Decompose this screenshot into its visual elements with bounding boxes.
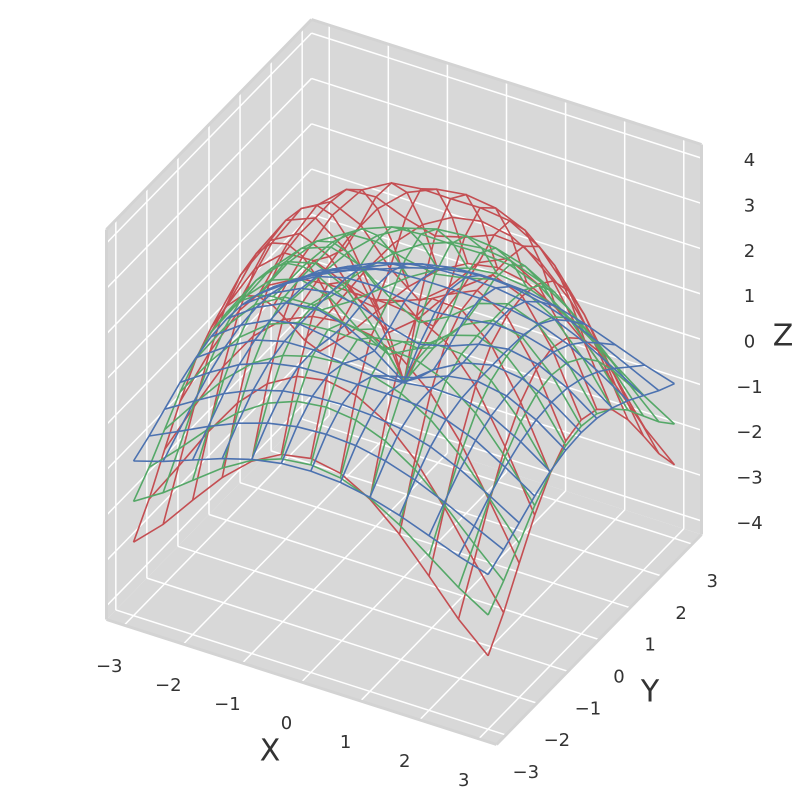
x-tick-label: 3 [458, 770, 469, 791]
wire-column [162, 269, 350, 462]
grid-line [177, 545, 569, 673]
z-tick-label: 2 [744, 241, 755, 262]
y-axis-label: Y [640, 675, 660, 710]
wire-column [487, 408, 675, 657]
wire-column [487, 382, 675, 576]
wire-column [280, 187, 469, 455]
grid-line [105, 213, 313, 426]
wire-column [280, 266, 468, 464]
x-tick-label: 2 [399, 751, 410, 772]
y-tick-label: 0 [613, 667, 624, 688]
y-tick-label: 2 [675, 603, 686, 624]
y-tick-label: −3 [513, 762, 540, 783]
wire-column [339, 285, 527, 483]
y-tick-label: −2 [544, 730, 571, 751]
grid-line [105, 77, 313, 289]
grid-line [105, 168, 313, 380]
x-tick-label: 1 [340, 732, 351, 753]
x-tick-label: −1 [214, 694, 241, 715]
wire-column [250, 181, 439, 462]
wire-column [428, 341, 616, 537]
axis-line [311, 18, 702, 146]
wire-column [369, 219, 558, 500]
z-tick-label: 1 [744, 286, 755, 307]
axis-line [105, 18, 313, 231]
axis-line [495, 533, 703, 746]
z-tick-label: 0 [744, 332, 755, 353]
grid-line [105, 32, 313, 244]
wire-column [191, 204, 380, 501]
grid-line [311, 259, 702, 386]
grid-line [105, 123, 313, 335]
wire-column [191, 265, 380, 461]
z-tick-label: −1 [736, 377, 763, 398]
wire-column [398, 245, 587, 535]
wire-column [280, 228, 469, 460]
wire-column [250, 226, 439, 461]
wire-column [369, 263, 557, 499]
grid-line [311, 77, 702, 205]
wire-column [398, 284, 587, 526]
z-tick-label: 4 [744, 150, 755, 171]
grid-line [311, 349, 702, 477]
grid-line [105, 395, 313, 607]
wire-column [162, 242, 351, 525]
y-tick-label: 1 [644, 635, 655, 656]
y-tick-label: 3 [706, 571, 717, 592]
grid-line [311, 123, 702, 250]
z-axis-label: Z [773, 319, 794, 354]
wire-column [457, 364, 645, 557]
wire-column [191, 240, 380, 481]
z-tick-label: 3 [744, 195, 755, 216]
z-tick-label: −3 [736, 468, 763, 489]
axis-line [106, 618, 497, 746]
grid-line [115, 609, 507, 736]
wire-column [132, 294, 321, 502]
wire-column [250, 262, 439, 460]
wire-column [428, 280, 617, 577]
grid-line [311, 32, 702, 159]
x-tick-label: −3 [96, 656, 123, 677]
grid-line [239, 481, 631, 609]
wire-column [339, 206, 528, 474]
z-tick-label: −2 [736, 422, 763, 443]
x-tick-label: −2 [155, 675, 182, 696]
y-tick-label: −1 [575, 698, 602, 719]
x-axis-label: X [260, 734, 281, 769]
wire-column [428, 316, 617, 557]
wire-column [398, 318, 586, 516]
z-tick-label: −4 [736, 513, 763, 534]
wire-column [221, 227, 410, 469]
wire-column [369, 300, 557, 498]
grid-line [311, 168, 702, 295]
grid-line [105, 350, 313, 562]
wire-column [457, 336, 646, 620]
grid-line [146, 577, 538, 704]
wire-column [221, 188, 410, 478]
grid-line [208, 513, 600, 641]
wire-column [221, 261, 409, 459]
x-tick-label: 0 [281, 713, 292, 734]
wire-column [487, 407, 675, 616]
